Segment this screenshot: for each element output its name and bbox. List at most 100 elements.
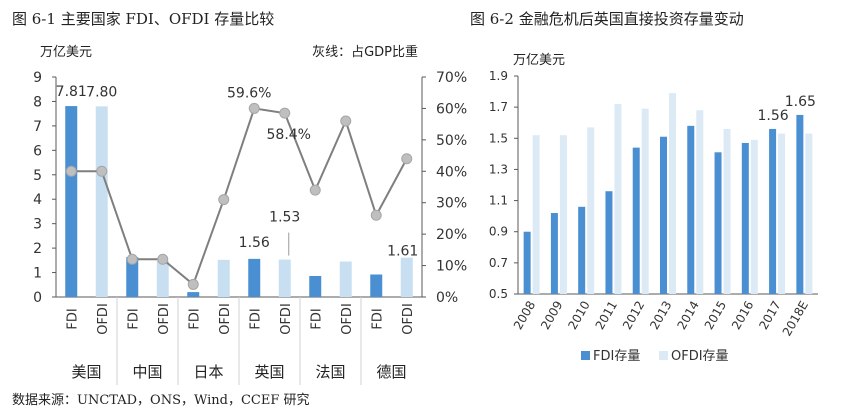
ofdi-bar-法国 <box>339 261 352 297</box>
left-y2-tick-label: 20% <box>436 227 467 243</box>
ofdi-stock-bar-2017 <box>778 133 786 294</box>
gdp-share-marker <box>96 165 108 177</box>
fdi-bar-中国 <box>126 257 139 297</box>
left-y2-note: 灰线：占GDP比重 <box>312 44 418 60</box>
year-tick-label: 2009 <box>538 299 565 332</box>
left-bar-category-label: OFDI <box>157 303 172 335</box>
right-y-tick-label: 0.5 <box>489 287 508 301</box>
ofdi-stock-bar-2009 <box>559 135 567 294</box>
fdi-stock-bar-2012 <box>632 147 640 294</box>
legend-fdi-swatch <box>581 351 590 360</box>
right-y-tick-label: 0.7 <box>489 256 508 270</box>
ofdi-bar-美国 <box>95 106 108 297</box>
left-y-tick-label: 7 <box>33 119 42 135</box>
left-y2-tick-label: 40% <box>436 164 467 180</box>
country-label: 中国 <box>132 363 162 381</box>
year-tick-label: 2012 <box>620 299 647 332</box>
country-label: 日本 <box>193 363 223 381</box>
fdi-stock-bar-2009 <box>550 213 558 294</box>
fdi-stock-bar-2011 <box>605 191 613 294</box>
fdi-stock-bar-2015 <box>714 152 722 294</box>
left-y-tick-label: 3 <box>33 217 42 233</box>
right-y-tick-label: 1.3 <box>489 162 508 176</box>
country-label: 法国 <box>315 363 345 381</box>
left-data-label: 59.6% <box>227 85 271 101</box>
right-y-tick-label: 1.7 <box>489 100 508 114</box>
left-figure-title: 图 6-1 主要国家 FDI、OFDI 存量比较 <box>12 10 274 28</box>
right-data-label: 1.56 <box>758 108 789 124</box>
ofdi-stock-bar-2018E <box>805 133 813 294</box>
source-note: 数据来源：UNCTAD，ONS，Wind，CCEF 研究 <box>12 393 310 408</box>
left-bar-category-label: OFDI <box>401 303 416 335</box>
left-bar-category-label: FDI <box>187 308 202 329</box>
left-data-label: 7.80 <box>86 84 117 100</box>
left-y2-tick-label: 0% <box>436 290 458 306</box>
gdp-share-marker <box>65 165 77 177</box>
fdi-stock-bar-2013 <box>660 136 667 294</box>
ofdi-bar-德国 <box>400 257 413 297</box>
left-y-tick-label: 1 <box>33 266 42 282</box>
legend-fdi-label: FDI存量 <box>593 349 640 364</box>
ofdi-stock-bar-2015 <box>723 128 731 294</box>
left-bar-category-label: FDI <box>248 308 263 329</box>
gdp-share-marker <box>279 107 291 119</box>
ofdi-bar-英国 <box>278 259 291 297</box>
left-bar-category-label: FDI <box>126 308 141 329</box>
gdp-share-marker <box>218 194 230 206</box>
fdi-stock-bar-2010 <box>578 206 586 294</box>
left-bar-category-label: FDI <box>309 308 324 329</box>
left-bar-category-label: OFDI <box>218 303 233 335</box>
right-data-label: 1.65 <box>785 94 816 110</box>
fdi-stock-bar-2014 <box>687 125 695 294</box>
ofdi-stock-bar-2011 <box>614 104 622 295</box>
ofdi-bar-中国 <box>156 260 169 297</box>
ofdi-stock-bar-2013 <box>669 93 676 294</box>
gdp-share-marker <box>187 278 199 290</box>
left-y2-tick-label: 30% <box>436 196 467 212</box>
gdp-share-marker <box>401 153 413 165</box>
left-bar-category-label: OFDI <box>340 303 355 335</box>
ofdi-bar-日本 <box>217 259 230 297</box>
left-y2-tick-label: 50% <box>436 133 467 149</box>
ofdi-stock-bar-2014 <box>696 110 704 294</box>
left-chart: 万亿美元 灰线：占GDP比重 0 1 2 3 4 5 6 7 8 9 0% 10% 20% 30% 40% 50%… <box>33 44 467 385</box>
left-y-tick-label: 9 <box>33 70 42 86</box>
left-y-tick-label: 8 <box>33 94 42 110</box>
left-bar-category-label: FDI <box>65 308 80 329</box>
year-tick-label: 2013 <box>647 299 674 332</box>
left-y-tick-label: 4 <box>33 192 42 208</box>
fdi-stock-bar-2008 <box>523 231 531 294</box>
legend-ofdi-swatch <box>659 351 668 360</box>
ofdi-stock-bar-2012 <box>641 108 649 294</box>
left-bar-category-label: OFDI <box>279 303 294 335</box>
gdp-share-marker <box>157 253 169 265</box>
fdi-bar-法国 <box>309 275 322 297</box>
right-y-tick-label: 1.9 <box>489 69 508 83</box>
left-data-label: 1.61 <box>387 244 418 260</box>
left-y2-tick-label: 70% <box>436 70 467 86</box>
ofdi-stock-bar-2008 <box>532 135 540 294</box>
country-label: 美国 <box>71 363 101 381</box>
legend-ofdi-label: OFDI存量 <box>671 349 729 364</box>
gdp-share-marker <box>340 115 352 127</box>
fdi-bar-日本 <box>187 292 200 297</box>
gdp-share-marker <box>248 102 260 114</box>
ofdi-stock-bar-2016 <box>750 139 758 294</box>
left-y-unit-label: 万亿美元 <box>40 45 92 60</box>
left-data-label: 58.4% <box>267 127 311 143</box>
left-data-label: 1.56 <box>239 235 270 251</box>
left-data-label: 7.81 <box>56 84 87 100</box>
left-data-label: 1.53 <box>269 210 300 226</box>
right-y-unit-label: 万亿美元 <box>513 53 565 68</box>
left-bar-category-label: OFDI <box>96 303 111 335</box>
right-figure-title: 图 6-2 金融危机后英国直接投资存量变动 <box>470 10 744 28</box>
left-bar-category-label: FDI <box>370 308 385 329</box>
year-tick-label: 2018E <box>780 299 811 339</box>
left-y2-tick-label: 60% <box>436 101 467 117</box>
fdi-bar-德国 <box>370 274 383 297</box>
country-label: 英国 <box>254 363 284 381</box>
gdp-share-marker <box>126 253 138 265</box>
right-y-tick-label: 1.1 <box>489 194 508 208</box>
ofdi-stock-bar-2010 <box>587 127 595 294</box>
